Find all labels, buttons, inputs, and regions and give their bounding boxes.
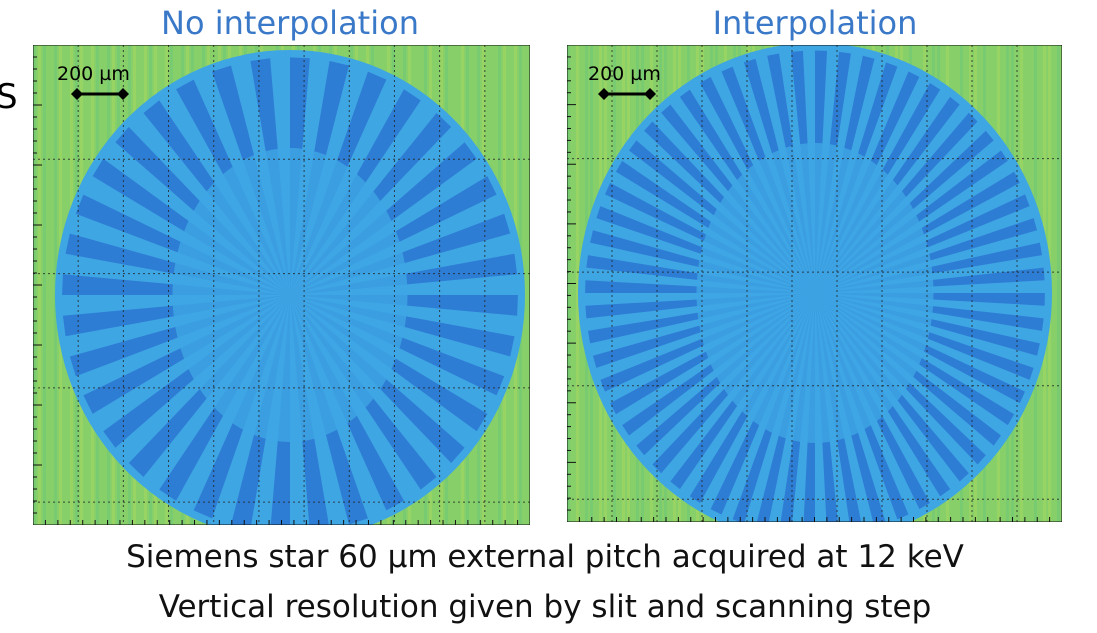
scale-label: 200 µm	[57, 63, 130, 85]
star-center	[697, 143, 934, 443]
star-image	[567, 43, 1062, 543]
caption: Vertical resolution given by slit and sc…	[159, 589, 932, 625]
noise	[1057, 45, 1060, 522]
scale-label: 200 µm	[588, 63, 661, 85]
panel-title: Interpolation	[713, 4, 918, 42]
star-center	[173, 148, 408, 442]
caption: Siemens star 60 µm external pitch acquir…	[126, 539, 964, 575]
panel-title: No interpolation	[161, 4, 419, 42]
star-image	[33, 45, 530, 540]
slide: S No interpolation Interpolation 200 µm …	[0, 0, 1097, 633]
edge-text: S	[0, 77, 18, 117]
noise	[43, 45, 46, 525]
